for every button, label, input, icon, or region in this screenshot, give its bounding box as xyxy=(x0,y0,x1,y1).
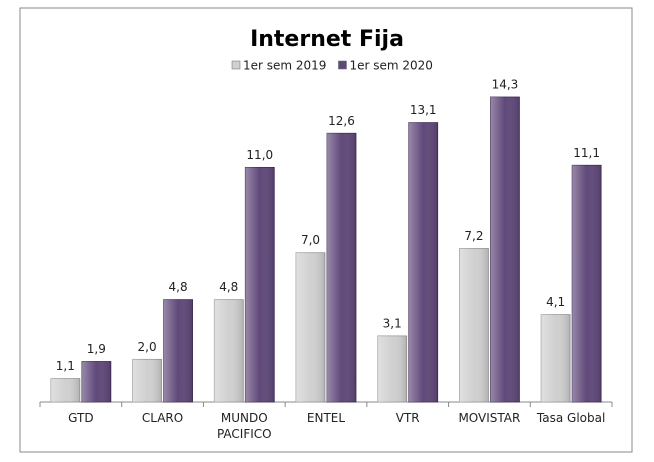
x-tick-label: Tasa Global xyxy=(536,411,606,425)
x-label-box: VTR xyxy=(395,411,420,425)
legend-swatch xyxy=(338,60,347,70)
x-tick-label: CLARO xyxy=(141,411,184,425)
bar-shade xyxy=(408,122,438,402)
x-label-box: Tasa Global xyxy=(536,411,606,425)
x-label-box: MUNDO PACIFICO xyxy=(216,411,272,441)
chart-border xyxy=(19,7,633,453)
chart-title: Internet Fija xyxy=(250,27,404,52)
value-label: 4,1 xyxy=(546,295,565,309)
bar-shade xyxy=(245,167,275,402)
legend-label: 1er sem 2019 xyxy=(243,59,326,73)
legend-swatch xyxy=(231,60,241,70)
value-label: 4,8 xyxy=(169,280,188,294)
x-label-box: ENTEL xyxy=(306,411,346,425)
value-label: 13,1 xyxy=(410,103,437,117)
value-label: 12,6 xyxy=(328,114,355,128)
bar-shade xyxy=(459,248,489,402)
x-tick-label: ENTEL xyxy=(306,411,346,425)
bar-shade xyxy=(214,299,244,402)
bar-shade xyxy=(541,314,571,402)
value-label: 3,1 xyxy=(383,316,402,330)
value-label: 4,8 xyxy=(219,280,238,294)
bar-shade xyxy=(377,335,407,402)
bar-shade xyxy=(50,378,80,402)
bar-shade xyxy=(296,252,325,402)
x-label-box: MOVISTAR xyxy=(458,411,521,425)
legend-label: 1er sem 2020 xyxy=(349,59,432,73)
value-label: 1,1 xyxy=(56,359,75,373)
value-label: 1,9 xyxy=(87,342,106,356)
value-label: 7,2 xyxy=(464,229,483,243)
value-label: 11,1 xyxy=(573,146,600,160)
x-tick-label: MOVISTAR xyxy=(458,411,521,425)
bar-shade xyxy=(132,359,162,402)
bar-shade xyxy=(81,361,111,402)
x-label-box: GTD xyxy=(68,411,94,425)
bar-shade xyxy=(163,299,193,402)
bar-shade xyxy=(327,133,356,403)
value-label: 7,0 xyxy=(301,233,320,247)
bar-shade xyxy=(490,97,520,402)
x-tick-label: MUNDO PACIFICO xyxy=(216,411,272,441)
bar-shade xyxy=(572,165,602,402)
x-label-box: CLARO xyxy=(141,411,184,425)
value-label: 14,3 xyxy=(492,78,519,92)
value-label: 11,0 xyxy=(246,148,273,162)
x-tick-label: VTR xyxy=(395,411,420,425)
x-tick-label: GTD xyxy=(68,411,94,425)
value-label: 2,0 xyxy=(138,340,157,354)
